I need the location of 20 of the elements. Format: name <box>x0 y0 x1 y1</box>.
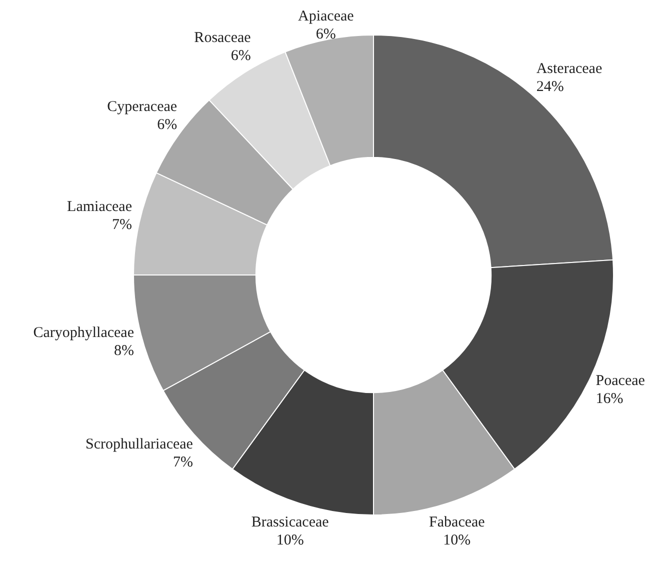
slice-label: Lamiaceae <box>67 199 132 216</box>
data-label: 8% <box>114 343 134 360</box>
data-label: 10% <box>276 532 304 549</box>
data-label: 7% <box>112 217 132 234</box>
data-label: 16% <box>596 390 624 407</box>
slice-label: Apiaceae <box>298 8 354 24</box>
data-label: 10% <box>443 532 471 549</box>
data-label: 6% <box>230 48 251 64</box>
data-label: 6% <box>157 117 178 134</box>
data-label: 24% <box>536 79 564 96</box>
slice-label: Poaceae <box>596 372 646 389</box>
slice-label: Scrophullariaceae <box>86 436 194 452</box>
slice-label: Caryophyllaceae <box>33 325 134 342</box>
slice-label: Asteraceae <box>536 61 602 78</box>
slice-label: Rosaceae <box>194 30 252 46</box>
slice-label: Cyperaceae <box>107 99 178 116</box>
slice-label: Brassicaceae <box>251 514 330 531</box>
data-label: 7% <box>172 454 193 470</box>
slice-label: Fabaceae <box>429 514 486 531</box>
data-label: 6% <box>316 26 336 42</box>
